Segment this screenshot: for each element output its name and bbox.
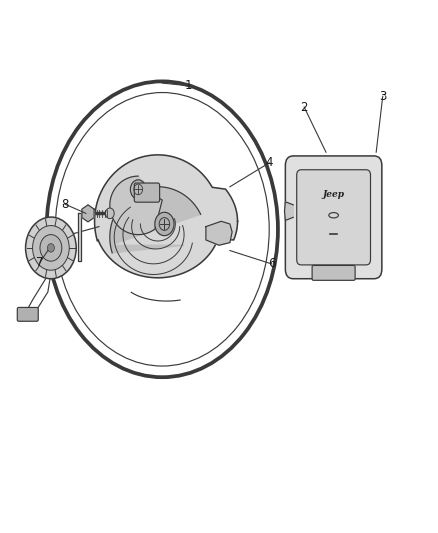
Polygon shape <box>206 221 232 245</box>
FancyBboxPatch shape <box>17 308 38 321</box>
Circle shape <box>155 212 174 236</box>
Circle shape <box>106 208 114 219</box>
Circle shape <box>47 244 54 252</box>
Polygon shape <box>110 176 162 235</box>
Circle shape <box>32 225 69 270</box>
Text: 8: 8 <box>62 198 69 211</box>
FancyBboxPatch shape <box>297 169 371 265</box>
Text: 7: 7 <box>36 256 44 269</box>
FancyBboxPatch shape <box>134 183 159 202</box>
Text: 3: 3 <box>379 90 386 103</box>
Text: 2: 2 <box>300 101 308 114</box>
Circle shape <box>25 217 76 279</box>
Text: 4: 4 <box>265 156 273 169</box>
Polygon shape <box>95 155 237 278</box>
Polygon shape <box>78 213 81 261</box>
Text: Jeep: Jeep <box>323 190 345 199</box>
Text: 1: 1 <box>185 79 192 92</box>
Polygon shape <box>285 202 293 221</box>
Text: 6: 6 <box>268 257 275 270</box>
FancyBboxPatch shape <box>286 156 382 279</box>
Circle shape <box>40 235 62 261</box>
Circle shape <box>131 180 146 199</box>
FancyBboxPatch shape <box>312 265 355 280</box>
Polygon shape <box>82 205 94 222</box>
Polygon shape <box>110 187 201 253</box>
